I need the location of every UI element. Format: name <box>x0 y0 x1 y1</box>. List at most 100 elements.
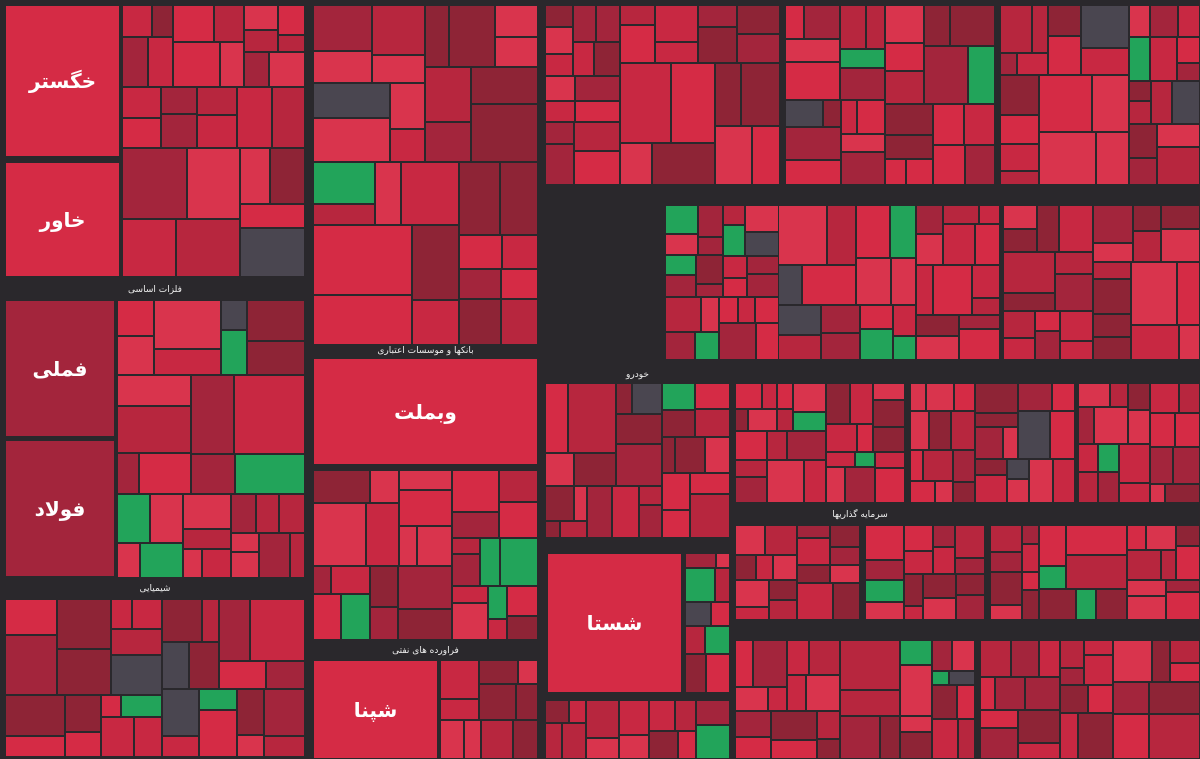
stock-tile <box>545 76 575 101</box>
stock-tile <box>1050 411 1075 459</box>
stock-tile <box>507 616 538 640</box>
stock-tile <box>880 716 900 759</box>
stock-tile <box>685 568 715 602</box>
stock-tile <box>57 649 111 695</box>
stock-tile <box>817 711 840 739</box>
stock-tile <box>735 687 768 711</box>
stock-tile <box>121 695 162 717</box>
stock-tile <box>1018 383 1052 411</box>
stock-tile <box>620 25 655 63</box>
stock-tile <box>756 323 780 360</box>
stock-tile <box>1149 682 1200 714</box>
stock-tile <box>117 406 191 453</box>
stock-tile <box>117 336 154 375</box>
stock-tile <box>412 300 459 345</box>
stock-tile <box>649 731 678 759</box>
stock-tile <box>1035 311 1060 331</box>
stock-tile <box>719 323 756 360</box>
stock-tile <box>923 574 956 598</box>
stock-tile <box>701 297 719 332</box>
sector-label: خودرو <box>626 370 649 380</box>
stock-tile <box>244 52 269 87</box>
stock-tile <box>793 412 826 431</box>
stock-tile <box>264 689 305 736</box>
stock-tile <box>499 470 538 502</box>
stock-tile <box>655 42 698 63</box>
stock-tile <box>652 143 715 185</box>
stock-tile <box>785 39 840 62</box>
stock-tile <box>793 383 826 412</box>
stock-tile <box>183 529 231 549</box>
stock-tile <box>1129 101 1151 124</box>
stock-tile <box>545 700 569 723</box>
stock-tile <box>747 274 780 297</box>
stock-tile <box>313 204 375 225</box>
stock-tile <box>975 459 1007 475</box>
stock-tile <box>202 599 219 642</box>
stock-tile <box>139 453 191 494</box>
stock-tile <box>1161 550 1176 580</box>
stock-tile <box>1127 596 1166 620</box>
stock-tile <box>620 5 655 25</box>
stock-tile <box>855 452 875 467</box>
stock-tile <box>480 538 500 586</box>
stock-tile <box>1076 589 1096 620</box>
stock-tile <box>959 315 1000 329</box>
stock-tile <box>616 414 662 444</box>
stock-tile <box>785 5 804 39</box>
stock-tile <box>1161 205 1200 229</box>
stock-tile <box>698 5 737 27</box>
stock-tile <box>873 400 905 427</box>
stock-tile <box>826 383 850 424</box>
stock-tile <box>1003 427 1018 459</box>
stock-tile <box>711 602 730 626</box>
stock-tile <box>452 603 488 640</box>
stock-tile <box>665 205 698 234</box>
stock-tile <box>935 481 953 503</box>
stock-tile <box>220 42 244 87</box>
stock-tile <box>132 599 162 629</box>
stock-tile <box>117 494 150 543</box>
stock-tile <box>833 583 860 620</box>
stock-tile <box>735 711 771 737</box>
stock-tile <box>459 269 501 299</box>
stock-tile <box>857 100 885 134</box>
stock-tile <box>1011 640 1039 677</box>
stock-tile <box>390 129 425 162</box>
stock-tile <box>753 640 787 687</box>
stock-tile <box>953 450 975 482</box>
stock-tile <box>154 349 221 375</box>
stock-tile <box>1094 407 1128 444</box>
stock-tile <box>817 739 840 759</box>
stock-tile <box>745 232 780 256</box>
stock-tile <box>1096 589 1127 620</box>
stock-tile <box>662 410 695 437</box>
stock-tile <box>507 586 538 616</box>
stock-tile <box>649 700 675 731</box>
stock-tile <box>545 101 575 122</box>
stock-tile <box>479 660 518 684</box>
stock-tile <box>1127 550 1161 580</box>
stock-tile <box>152 5 173 37</box>
stock-tile <box>830 525 860 547</box>
stock-tile <box>500 162 538 235</box>
stock-tile <box>574 122 620 151</box>
stock-tile <box>1048 36 1081 75</box>
stock-tile <box>735 555 756 580</box>
stock-tile <box>885 5 924 43</box>
stock-tile <box>1078 472 1098 503</box>
stock-tile <box>665 332 695 360</box>
stock-tile <box>916 315 959 336</box>
stock-tile <box>162 736 199 757</box>
stock-tile <box>1177 37 1200 63</box>
stock-tile <box>1048 5 1081 36</box>
stock-tile <box>495 5 538 37</box>
stock-tile <box>823 100 841 127</box>
stock-tile <box>1119 483 1150 503</box>
stock-tile <box>1022 590 1039 620</box>
stock-tile <box>1127 580 1166 596</box>
stock-tile <box>671 63 715 143</box>
stock-tile <box>1150 484 1165 503</box>
stock-tile <box>545 723 562 759</box>
stock-tile <box>1066 525 1127 555</box>
